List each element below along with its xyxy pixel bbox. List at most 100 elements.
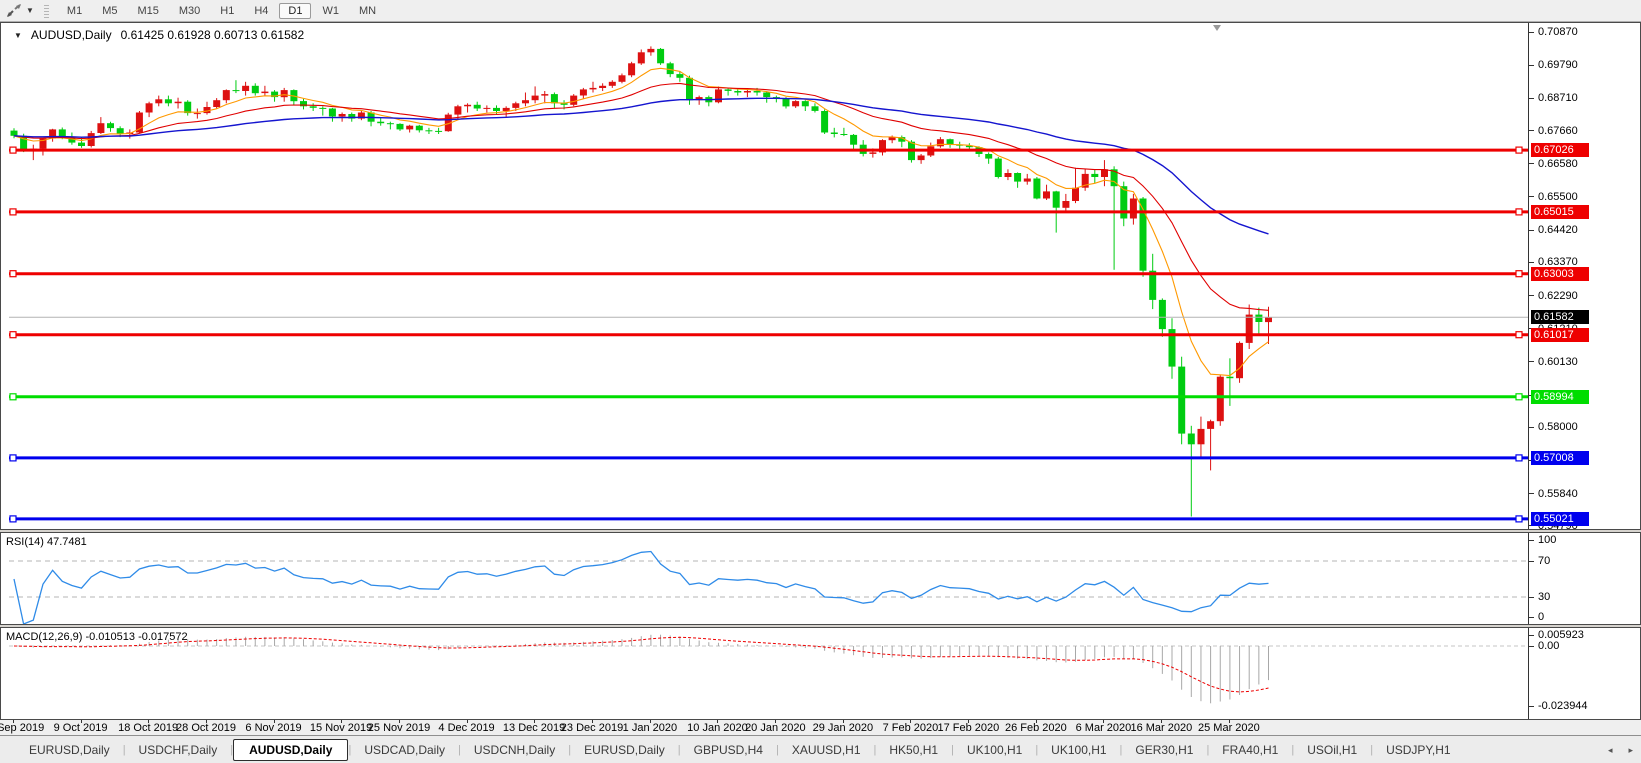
hline-0.61017[interactable]: [9, 331, 1529, 339]
time-label: 6 Mar 2020: [1075, 722, 1132, 734]
price-tick-dash: [1529, 130, 1534, 132]
ma-21-line: [13, 82, 1269, 311]
price-tick: 0.60130: [1538, 355, 1578, 368]
hline-handle[interactable]: [1515, 270, 1523, 278]
hline-handle[interactable]: [1515, 454, 1523, 462]
time-label: 4 Dec 2019: [438, 722, 495, 734]
hline-handle[interactable]: [1515, 515, 1523, 523]
rsi-panel: RSI(14) 47.7481 100 70 30 0: [0, 532, 1641, 625]
hline-0.55021[interactable]: [9, 515, 1529, 523]
timeframe-button-d1[interactable]: D1: [279, 2, 312, 19]
time-tick: [13, 720, 14, 723]
dropdown-caret-icon[interactable]: ▼: [26, 6, 34, 15]
price-chart-canvas[interactable]: [1, 23, 1530, 529]
tab-separator: |: [1035, 743, 1039, 756]
tab-ger30-h1-11[interactable]: GER30,H1: [1135, 742, 1194, 757]
tab-uk100-h1-10[interactable]: UK100,H1: [1051, 742, 1107, 757]
price-tick-dash: [1529, 493, 1534, 495]
collapse-triangle-icon[interactable]: ▼: [14, 30, 22, 40]
time-tick: [534, 720, 536, 723]
timeframe-button-h4[interactable]: H4: [254, 4, 269, 17]
tab-separator: |: [458, 743, 461, 756]
hline-handle[interactable]: [9, 270, 17, 278]
timeframe-button-m1[interactable]: M1: [66, 4, 83, 17]
hline-0.58994[interactable]: [9, 393, 1529, 401]
timeframe-button-m30[interactable]: M30: [178, 4, 201, 17]
hline-handle[interactable]: [9, 454, 17, 462]
tab-usdcad-daily-3[interactable]: USDCAD,Daily: [364, 742, 445, 757]
macd-axis[interactable]: 0.005923 0.00 -0.023944: [1528, 628, 1640, 719]
time-label: 17 Feb 2020: [937, 722, 1000, 734]
time-label: 30 Sep 2019: [0, 722, 45, 734]
tab-fra40-h1-12[interactable]: FRA40,H1: [1222, 742, 1279, 757]
time-label: 7 Feb 2020: [882, 722, 939, 734]
tab-usdjpy-h1-14[interactable]: USDJPY,H1: [1386, 742, 1451, 757]
price-tick: 0.66580: [1538, 157, 1578, 170]
hline-handle[interactable]: [1515, 208, 1523, 216]
timeframe-toolbar: M1 M5 M15 M30 H1 H4 D1 W1 MN: [57, 2, 386, 19]
price-tick: 0.69790: [1538, 59, 1578, 72]
timeframe-button-m15[interactable]: M15: [137, 4, 159, 17]
price-tick-dash: [1529, 196, 1534, 198]
timeframe-button-m5[interactable]: M5: [102, 4, 118, 17]
macd-signal-line: [13, 636, 1269, 693]
hline-price-badge: 0.67026: [1531, 143, 1589, 158]
macd-label: MACD(12,26,9) -0.010513 -0.017572: [6, 631, 188, 643]
timeframe-button-w1[interactable]: W1: [322, 4, 339, 17]
tab-gbpusd-h4-6[interactable]: GBPUSD,H4: [693, 742, 763, 757]
chart-title-ohlc: 0.61425 0.61928 0.60713 0.61582: [120, 28, 305, 42]
hline-0.65015[interactable]: [9, 208, 1529, 216]
time-tick: [968, 720, 970, 723]
hline-handle[interactable]: [9, 146, 17, 154]
hline-0.67026[interactable]: [9, 146, 1529, 154]
tab-eurusd-daily-0[interactable]: EURUSD,Daily: [29, 742, 110, 757]
hline-handle[interactable]: [9, 393, 17, 401]
time-tick: [466, 720, 468, 723]
time-tick: [399, 720, 400, 723]
price-tick: 0.67660: [1538, 124, 1578, 137]
price-tick: 0.65500: [1538, 190, 1578, 203]
price-tick-dash: [1529, 525, 1534, 527]
hline-handle[interactable]: [1515, 331, 1523, 339]
time-tick: [775, 720, 777, 723]
hline-0.63003[interactable]: [9, 270, 1529, 278]
price-tick: 0.55840: [1538, 487, 1578, 500]
tab-xauusd-h1-7[interactable]: XAUUSD,H1: [791, 742, 861, 757]
timeframe-button-h1[interactable]: H1: [220, 4, 235, 17]
rsi-label: RSI(14) 47.7481: [6, 536, 87, 548]
price-tick-dash: [1529, 361, 1534, 363]
tab-scroll-right-icon[interactable]: ▸: [1628, 745, 1633, 755]
tab-usoil-h1-13[interactable]: USOil,H1: [1307, 742, 1358, 757]
tab-eurusd-daily-5[interactable]: EURUSD,Daily: [584, 742, 665, 757]
hline-handle[interactable]: [9, 208, 17, 216]
hline-handle[interactable]: [9, 331, 17, 339]
tab-separator: |: [1206, 743, 1210, 756]
hline-handle[interactable]: [9, 515, 17, 523]
price-axis[interactable]: 0.70870 0.69790 0.68710 0.67660 0.66580 0.655…: [1528, 23, 1640, 532]
tab-uk100-h1-9[interactable]: UK100,H1: [966, 742, 1023, 757]
hline-0.57008[interactable]: [9, 454, 1529, 462]
tab-usdchf-daily-1[interactable]: USDCHF,Daily: [138, 742, 218, 757]
time-label: 20 Jan 2020: [745, 722, 806, 734]
tab-audusd-daily-2[interactable]: AUDUSD,Daily: [233, 738, 349, 761]
rsi-axis[interactable]: 100 70 30 0: [1528, 533, 1640, 624]
hline-handle[interactable]: [1515, 146, 1523, 154]
tab-scroll-left-icon[interactable]: ◂: [1607, 745, 1613, 755]
tab-hk50-h1-8[interactable]: HK50,H1: [889, 742, 939, 757]
hline-handle[interactable]: [1515, 393, 1523, 401]
chart-tab-bar: EURUSD,Daily | USDCHF,Daily | AUDUSD,Daily | U…: [0, 735, 1641, 763]
rsi-tick-dash: [1529, 597, 1534, 598]
macd-tick-dash: [1529, 705, 1534, 707]
tab-separator: |: [951, 743, 954, 756]
price-tick: 0.58000: [1538, 421, 1578, 434]
tab-usdcnh-daily-4[interactable]: USDCNH,Daily: [473, 742, 556, 757]
macd-canvas[interactable]: [1, 628, 1530, 719]
chart-title-symbol: AUDUSD,Daily: [30, 28, 112, 42]
rsi-canvas[interactable]: [1, 533, 1530, 624]
time-label: 9 Oct 2019: [53, 722, 108, 734]
macd-tick-dash: [1529, 635, 1534, 636]
macd-tick-dash: [1529, 646, 1534, 647]
timeframe-button-mn[interactable]: MN: [358, 4, 377, 17]
chart-tool-button[interactable]: ▼: [0, 3, 40, 18]
